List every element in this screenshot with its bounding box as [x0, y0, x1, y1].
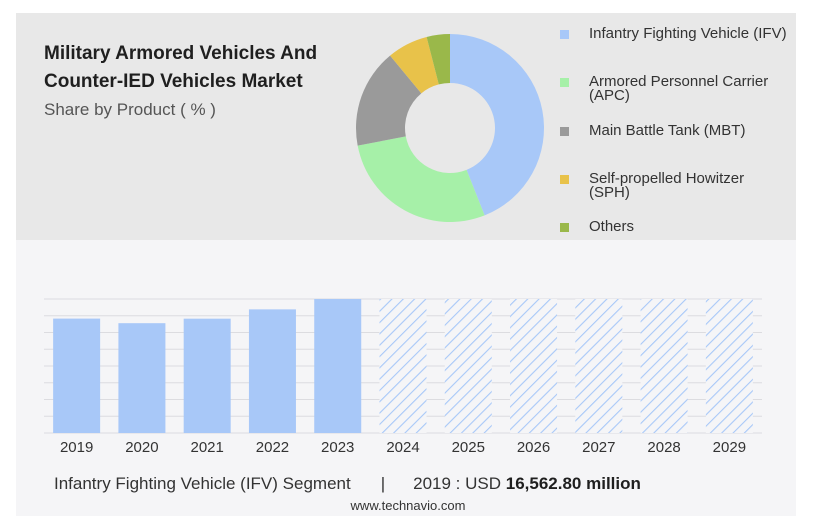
forecast-bar-2024	[379, 299, 427, 433]
x-tick-label-2029: 2029	[713, 439, 746, 456]
x-tick-label-2022: 2022	[256, 439, 289, 456]
forecast-bar-2028	[640, 299, 688, 433]
x-tick-label-2025: 2025	[452, 439, 485, 456]
bar-2020	[118, 323, 166, 433]
legend-swatch-mbt	[560, 127, 569, 136]
x-tick-label-2019: 2019	[60, 439, 93, 456]
chart-subtitle: Share by Product ( % )	[44, 100, 216, 119]
bar-2023	[314, 299, 362, 433]
legend-label-others: Others	[589, 218, 635, 235]
donut-slice-mbt	[356, 55, 422, 146]
x-tick-label-2023: 2023	[321, 439, 354, 456]
legend-label-mbt: Main Battle Tank (MBT)	[589, 122, 746, 139]
legend-label-apc: Armored Personnel Carrier (APC)	[589, 73, 769, 104]
source-url: www.technavio.com	[350, 498, 466, 513]
x-tick-label-2027: 2027	[582, 439, 615, 456]
x-tick-label-2024: 2024	[386, 439, 419, 456]
bar-2019	[53, 318, 101, 433]
donut-slice-ifv	[450, 34, 544, 216]
legend-swatch-ifv	[560, 30, 569, 39]
legend-label-sph: Self-propelled Howitzer (SPH)	[589, 170, 745, 201]
donut-chart	[356, 34, 544, 222]
footer-separator: |	[380, 474, 386, 493]
footer-value: 16,562.80 million	[505, 474, 641, 493]
forecast-bar-2027	[575, 299, 623, 433]
bar-2021	[183, 318, 231, 433]
bar-chart: 2019 2020 2021 2022 2023 2024 2025 2026 2027 2028…	[44, 298, 762, 456]
footer-year-label: 2019 : USD	[413, 474, 502, 493]
footer-segment: Infantry Fighting Vehicle (IFV) Segment	[54, 474, 351, 493]
legend-swatch-apc	[560, 78, 569, 87]
chart-title: Military Armored Vehicles And Counter-IE…	[44, 43, 318, 92]
x-tick-label-2020: 2020	[125, 439, 158, 456]
legend-swatch-others	[560, 223, 569, 232]
footer-summary: Infantry Fighting Vehicle (IFV) Segment |…	[54, 474, 754, 494]
x-tick-label-2028: 2028	[647, 439, 680, 456]
donut-slice-sph	[390, 36, 439, 94]
donut-slice-others	[426, 34, 450, 85]
bar-2022	[248, 309, 296, 433]
donut-slice-apc	[357, 136, 485, 222]
x-tick-label-2021: 2021	[190, 439, 223, 456]
forecast-bar-2029	[705, 299, 753, 433]
legend-label-ifv: Infantry Fighting Vehicle (IFV)	[589, 25, 787, 42]
forecast-bar-2026	[510, 299, 558, 433]
forecast-bar-2025	[444, 299, 492, 433]
x-tick-label-2026: 2026	[517, 439, 550, 456]
legend-swatch-sph	[560, 175, 569, 184]
